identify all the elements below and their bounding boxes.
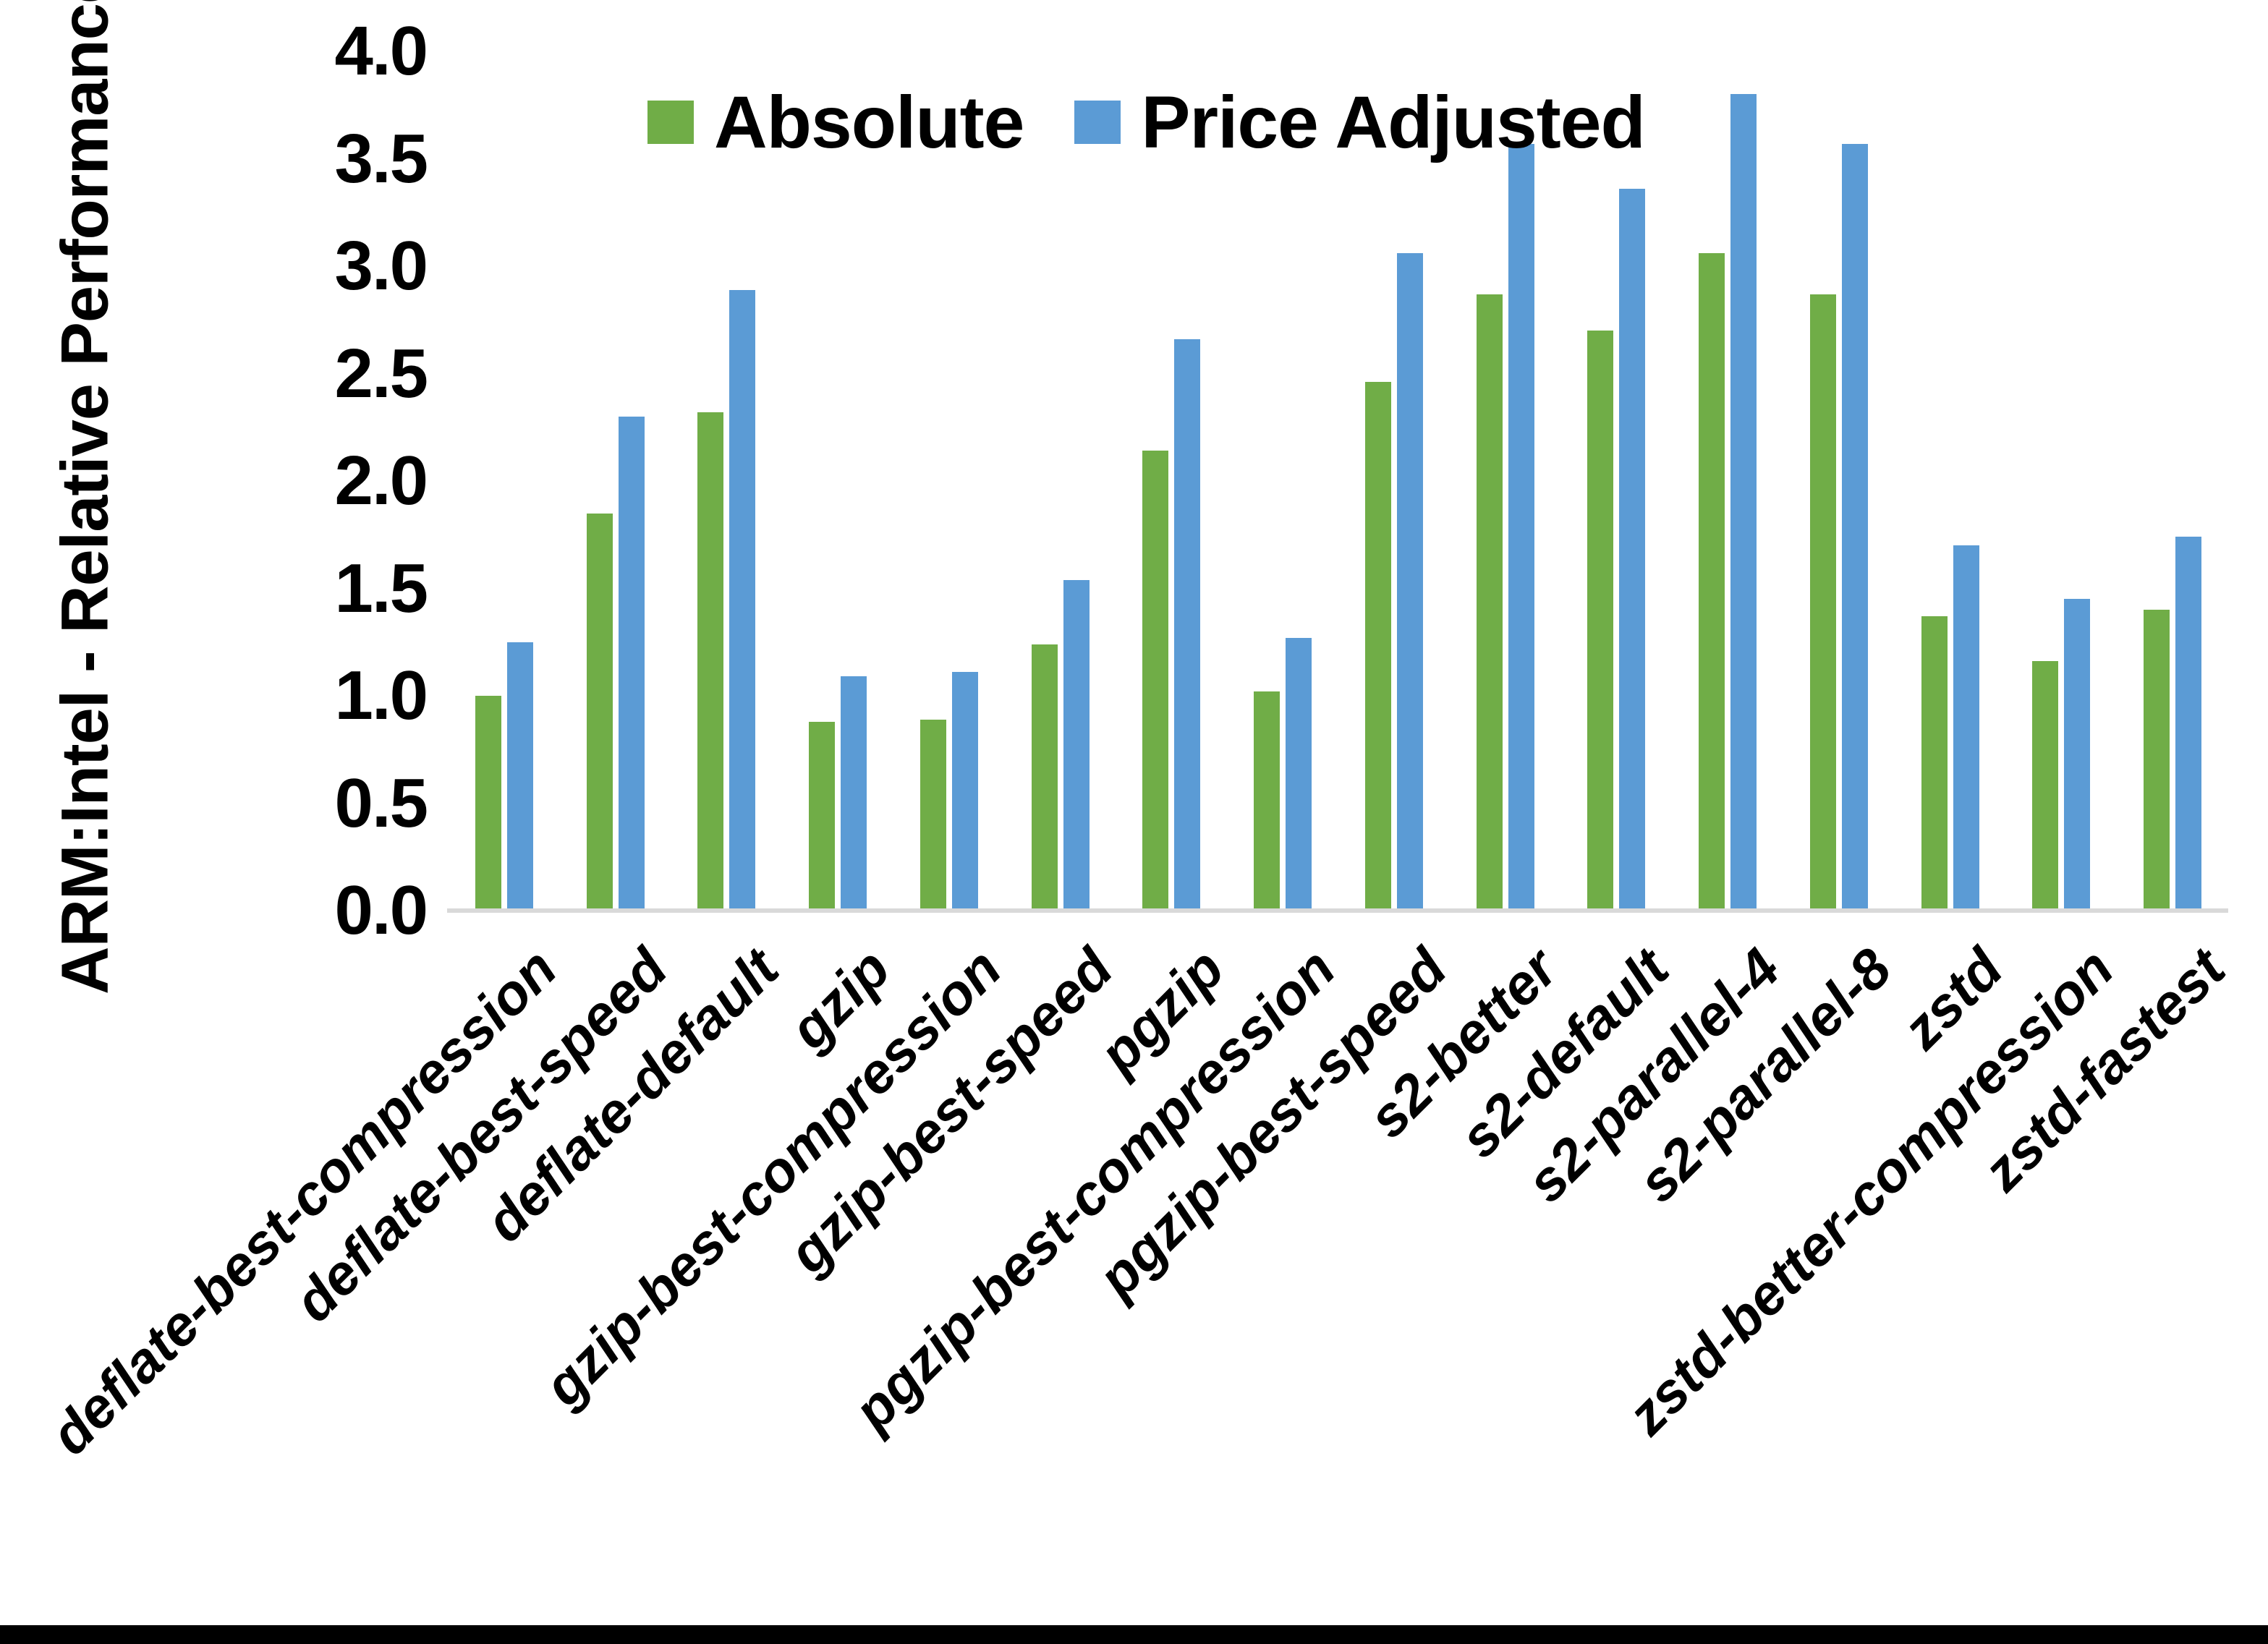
- bar-gzip-absolute: [809, 722, 836, 911]
- bar-deflate-best-speed-price-adjusted: [618, 417, 645, 911]
- y-tick-label: 0.5: [334, 764, 428, 842]
- bar-deflate-default-price-adjusted: [729, 290, 756, 911]
- bar-zstd-better-compression-price-adjusted: [2064, 599, 2091, 911]
- bar-s2-default-price-adjusted: [1619, 189, 1646, 911]
- legend-swatch-icon: [647, 101, 694, 144]
- bar-zstd-fastest-price-adjusted: [2175, 537, 2202, 911]
- bar-gzip-price-adjusted: [841, 676, 867, 911]
- bar-deflate-best-compression-absolute: [475, 696, 501, 911]
- bar-s2-better-price-adjusted: [1508, 144, 1534, 911]
- bar-s2-parallel-8-absolute: [1809, 294, 1836, 911]
- bar-s2-better-absolute: [1476, 294, 1503, 911]
- y-tick-label: 2.5: [334, 334, 428, 412]
- bar-zstd-absolute: [1921, 616, 1948, 911]
- y-tick-label: 3.5: [334, 119, 428, 197]
- bar-gzip-best-speed-price-adjusted: [1063, 580, 1090, 911]
- bar-deflate-best-compression-price-adjusted: [506, 642, 533, 911]
- bar-zstd-price-adjusted: [1953, 545, 1979, 911]
- bar-gzip-best-compression-price-adjusted: [951, 672, 978, 911]
- y-tick-label: 0.0: [334, 872, 428, 949]
- bar-zstd-better-compression-absolute: [2032, 661, 2059, 911]
- bar-pgzip-best-speed-price-adjusted: [1396, 253, 1423, 911]
- bar-deflate-default-absolute: [697, 412, 724, 911]
- bar-pgzip-absolute: [1142, 451, 1169, 911]
- bar-pgzip-best-speed-absolute: [1364, 382, 1391, 911]
- bar-s2-parallel-4-price-adjusted: [1730, 94, 1757, 911]
- y-tick-label: 4.0: [334, 12, 428, 90]
- bottom-border: [0, 1625, 2268, 1644]
- y-tick-label: 1.5: [334, 549, 428, 627]
- legend-swatch-icon: [1074, 101, 1121, 144]
- bar-s2-parallel-4-absolute: [1699, 253, 1725, 911]
- legend-item-absolute: Absolute: [647, 85, 1024, 159]
- bar-zstd-fastest-absolute: [2144, 610, 2170, 911]
- bar-deflate-best-speed-absolute: [586, 514, 613, 911]
- legend-item-price-adjusted: Price Adjusted: [1074, 81, 1646, 163]
- y-tick-label: 2.0: [334, 442, 428, 519]
- bar-s2-default-absolute: [1587, 331, 1614, 911]
- x-axis-line: [447, 908, 2228, 913]
- legend: Absolute Price Adjusted: [647, 81, 1646, 163]
- legend-label: Price Adjusted: [1141, 81, 1645, 163]
- y-axis-title: ARM:Intel - Relative Performance: [48, 0, 122, 995]
- y-tick-label: 1.0: [334, 657, 428, 734]
- bar-pgzip-price-adjusted: [1174, 339, 1201, 911]
- bar-s2-parallel-8-price-adjusted: [1841, 144, 1868, 911]
- bar-gzip-best-speed-absolute: [1031, 644, 1058, 911]
- bar-gzip-best-compression-absolute: [919, 720, 946, 911]
- y-tick-label: 3.0: [334, 227, 428, 304]
- bar-pgzip-best-compression-price-adjusted: [1286, 638, 1312, 911]
- bar-pgzip-best-compression-absolute: [1254, 691, 1280, 911]
- legend-label: Absolute: [714, 81, 1024, 163]
